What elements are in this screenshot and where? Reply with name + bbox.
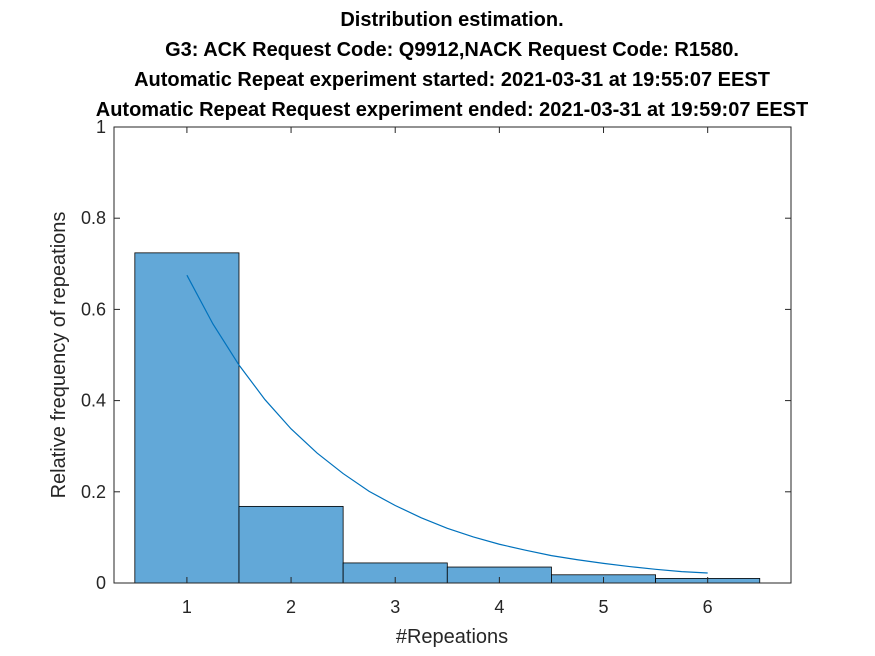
title-line-2: G3: ACK Request Code: Q9912,NACK Request…	[165, 39, 739, 61]
bars-group	[134, 252, 761, 584]
y-tick-label-0.6: 0.6	[81, 299, 106, 319]
x-axis-label: #Repeations	[396, 626, 508, 648]
x-tick-label-2: 2	[286, 597, 296, 617]
y-axis-label: Relative frequency of repeations	[48, 212, 70, 499]
y-tick-label-0.4: 0.4	[81, 391, 106, 411]
x-tick-label-4: 4	[494, 597, 504, 617]
x-tick-label-6: 6	[703, 597, 713, 617]
y-tick-label-0.8: 0.8	[81, 208, 106, 228]
plot-frame	[113, 126, 792, 584]
x-tick-label-5: 5	[599, 597, 609, 617]
fit-curve-line	[186, 274, 708, 574]
x-tick-label-1: 1	[182, 597, 192, 617]
chart-title: Distribution estimation. G3: ACK Request…	[96, 9, 808, 121]
bar-1	[134, 252, 240, 584]
y-axis-ticks: 0 0.2 0.4 0.6 0.8 1	[81, 117, 791, 593]
y-tick-label-1: 1	[96, 117, 106, 137]
title-line-1: Distribution estimation.	[340, 9, 563, 31]
bar-2	[238, 505, 344, 584]
y-tick-label-0.2: 0.2	[81, 482, 106, 502]
y-tick-label-0: 0	[96, 573, 106, 593]
title-line-4: Automatic Repeat Request experiment ende…	[96, 99, 808, 121]
x-axis-ticks: 1 2 3 4 5 6	[182, 127, 713, 617]
title-line-3: Automatic Repeat experiment started: 202…	[134, 69, 770, 91]
x-tick-label-3: 3	[390, 597, 400, 617]
